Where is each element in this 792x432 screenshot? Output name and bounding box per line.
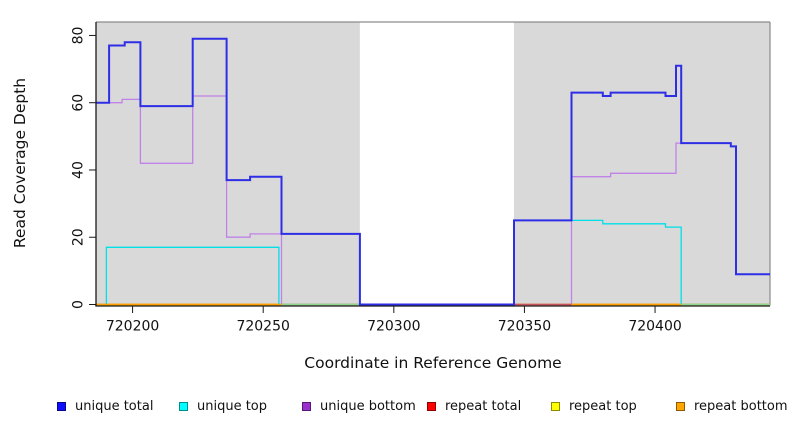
repeat-top-swatch-icon: [551, 401, 560, 411]
x-tick-label: 720300: [367, 319, 420, 335]
legend-label: unique bottom: [320, 398, 416, 414]
legend-label: repeat top: [569, 398, 637, 414]
legend-item-repeat-top: repeat top: [551, 398, 637, 414]
legend-label: unique total: [75, 398, 154, 414]
x-tick-label: 720250: [236, 319, 289, 335]
unique-total-swatch-icon: [57, 401, 66, 411]
legend-item-repeat-total: repeat total: [427, 398, 521, 414]
legend-item-unique-total: unique total: [57, 398, 153, 414]
legend-label: unique top: [197, 398, 268, 414]
repeat-bottom-swatch-icon: [676, 401, 685, 411]
repeat-total-swatch-icon: [427, 401, 436, 411]
panel-background: [96, 22, 360, 306]
x-axis-label: Coordinate in Reference Genome: [304, 354, 562, 372]
legend-item-unique-bottom: unique bottom: [302, 398, 416, 414]
y-tick-label: 80: [71, 27, 87, 45]
x-tick-label: 720350: [498, 319, 551, 335]
y-tick-label: 40: [71, 161, 87, 179]
y-axis-label: Read Coverage Depth: [11, 77, 29, 249]
legend-item-repeat-bottom: repeat bottom: [676, 398, 788, 414]
x-tick-label: 720200: [106, 319, 159, 335]
legend-label: repeat bottom: [694, 398, 788, 414]
legend-item-unique-top: unique top: [179, 398, 267, 414]
y-tick-label: 20: [71, 228, 87, 246]
y-tick-label: 60: [71, 94, 87, 112]
series-unique-total: [96, 37, 770, 306]
unique-top-swatch-icon: [179, 401, 188, 411]
unique-bottom-swatch-icon: [302, 401, 311, 411]
legend-label: repeat total: [445, 398, 522, 414]
x-tick-label: 720400: [628, 319, 681, 335]
panel-background: [513, 22, 770, 306]
y-tick-label: 0: [71, 300, 87, 309]
